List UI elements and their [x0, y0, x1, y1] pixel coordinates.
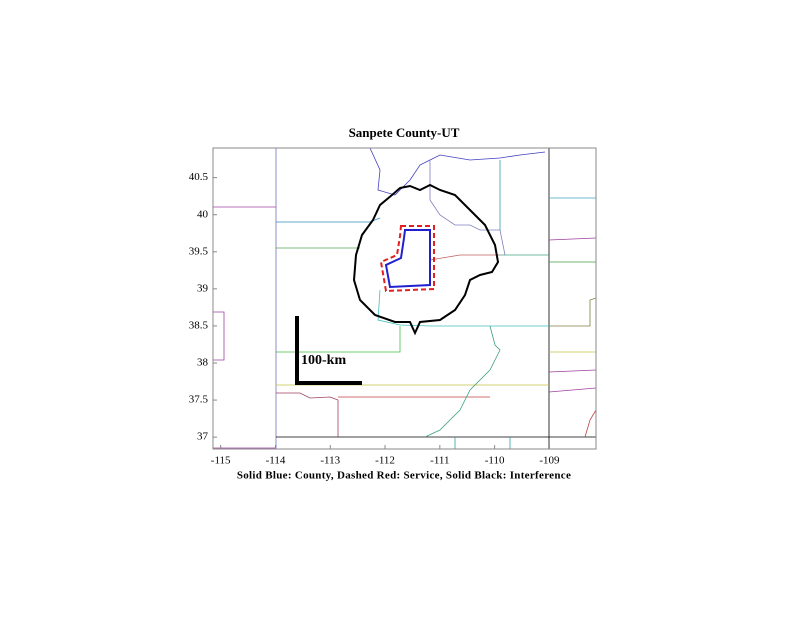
county-boundary [384, 229, 431, 289]
y-tick-label: 39 [197, 282, 209, 294]
y-tick-label: 39.5 [189, 245, 209, 257]
scale-label: 100-km [301, 353, 346, 368]
y-tick-label: 40.5 [189, 171, 209, 183]
x-tick-label: -109 [539, 455, 560, 467]
legend-caption: Solid Blue: County, Dashed Red: Service,… [237, 470, 571, 482]
y-tick-label: 38 [197, 357, 209, 369]
plot-frame [212, 147, 597, 450]
x-tick-label: -112 [375, 455, 395, 467]
y-tick-label: 38.5 [189, 319, 209, 331]
x-tick-label: -114 [266, 455, 286, 467]
service-contour [379, 225, 435, 293]
y-tick-label: 37 [197, 431, 209, 443]
borders [213, 147, 597, 449]
x-tick-label: -111 [430, 455, 449, 467]
title: Sanpete County-UT [349, 125, 460, 140]
scale-bar [295, 316, 362, 385]
x-tick-label: -113 [320, 455, 340, 467]
x-tick-label: -115 [211, 455, 231, 467]
x-tick-label: -110 [485, 455, 505, 467]
y-tick-label: 37.5 [189, 394, 209, 406]
y-tick-label: 40 [197, 208, 209, 220]
interference-contour [352, 183, 500, 336]
